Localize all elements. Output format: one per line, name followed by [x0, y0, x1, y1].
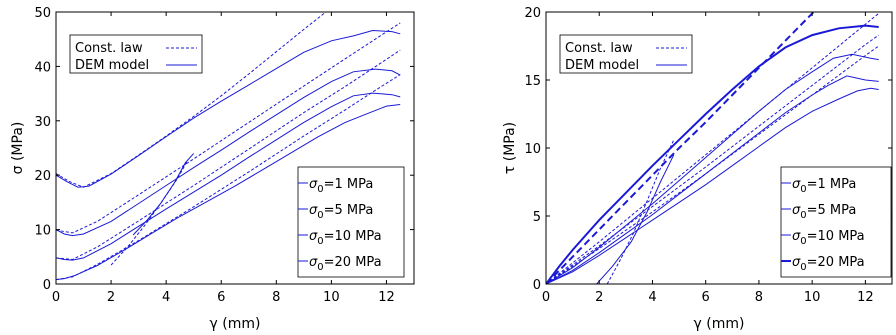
x-axis-label: γ (mm)	[210, 316, 261, 332]
legend-box	[780, 166, 892, 278]
legend-entry-label: DEM model	[75, 58, 149, 73]
series-group	[546, 12, 880, 284]
y-tick-label: 10	[34, 224, 51, 239]
const-law-line-20-mpa	[546, 12, 815, 284]
legend-entry-label: σ0=1 MPa	[792, 177, 856, 195]
legend-entry-label: Const. law	[75, 41, 143, 56]
y-tick-label: 40	[34, 60, 51, 75]
x-tick-label: 4	[648, 290, 656, 305]
y-axis-label: σ (MPa)	[10, 122, 26, 175]
legend-entry-label: σ0=20 MPa	[309, 255, 382, 273]
legend-entry-label: σ0=10 MPa	[309, 229, 382, 247]
dem-line-5-mpa	[56, 92, 401, 261]
x-tick-label: 8	[272, 290, 280, 305]
legend-entry-label: σ0=20 MPa	[792, 255, 865, 273]
x-axis-label: γ (mm)	[694, 316, 745, 332]
legend-entry-label: σ0=10 MPa	[792, 229, 865, 247]
y-tick-label: 10	[524, 142, 541, 157]
x-tick-label: 2	[595, 290, 603, 305]
y-tick-label: 0	[43, 278, 51, 293]
chart-panel-1: 0 2 4 6 8 10 12 0 10 20 30 40 50 γ (mm) σ (MPa) Const. …	[10, 6, 415, 332]
x-tick-label: 4	[162, 290, 170, 305]
const-law-line-5-mpa	[56, 49, 401, 261]
y-tick-label: 15	[524, 74, 541, 89]
legend-sigma-levels: σ0=1 MPa σ0=5 MPa σ0=10 MPa σ0=20 MPa	[780, 166, 892, 278]
series-group	[56, 12, 401, 281]
y-tick-label: 30	[34, 115, 51, 130]
axes-box	[55, 11, 415, 285]
y-axis-label: τ (MPa)	[502, 122, 518, 174]
legend-line-style: Const. law DEM model	[559, 34, 693, 74]
x-tick-label: 8	[755, 290, 763, 305]
dem-line-1-mpa	[546, 87, 879, 284]
y-tick-label: 50	[34, 6, 51, 21]
x-tick-label: 2	[107, 290, 115, 305]
legend-entry-label: σ0=5 MPa	[309, 203, 373, 221]
legend-entry-label: DEM model	[565, 58, 639, 73]
x-tick-label: 6	[702, 290, 710, 305]
x-tick-label: 10	[323, 290, 340, 305]
chart-panel-2: 0 2 4 6 8 10 12 0 5 10 15 20 γ (mm) τ (MPa) Const. law…	[502, 6, 893, 332]
y-tick-label: 20	[34, 169, 51, 184]
const-law-line-20-mpa	[56, 12, 327, 188]
x-tick-label: 12	[857, 290, 874, 305]
const-law-line-initial	[606, 139, 675, 284]
const-law-line-10-mpa	[56, 22, 401, 234]
dem-line-initial	[132, 153, 195, 236]
legend-sigma-levels: σ0=1 MPa σ0=5 MPa σ0=10 MPa σ0=20 MPa	[297, 166, 405, 278]
const-law-line-10-mpa	[546, 13, 880, 284]
legend-entry-label: Const. law	[565, 41, 633, 56]
x-tick-label: 0	[542, 290, 550, 305]
x-tick-label: 10	[804, 290, 821, 305]
dem-line-initial	[596, 154, 675, 284]
x-tick-label: 6	[217, 290, 225, 305]
legend-box	[559, 34, 693, 74]
const-law-line-1-mpa	[56, 74, 401, 281]
dem-line-5-mpa	[546, 75, 879, 284]
dem-line-10-mpa	[546, 53, 879, 284]
const-law-line-1-mpa	[546, 45, 879, 284]
dem-line-10-mpa	[56, 68, 401, 237]
x-tick-label: 0	[52, 290, 60, 305]
y-tick-label: 20	[524, 6, 541, 21]
legend-box	[69, 34, 203, 74]
dem-line-20-mpa	[546, 24, 879, 284]
legend-line-style: Const. law DEM model	[69, 34, 203, 74]
legend-entry-label: σ0=1 MPa	[309, 177, 373, 195]
y-tick-label: 0	[533, 278, 541, 293]
legend-box	[297, 166, 405, 278]
const-law-line-5-mpa	[546, 34, 879, 284]
x-tick-label: 12	[378, 290, 395, 305]
legend-entry-label: σ0=5 MPa	[792, 203, 856, 221]
const-law-line-initial	[110, 159, 189, 266]
y-tick-label: 5	[533, 210, 541, 225]
